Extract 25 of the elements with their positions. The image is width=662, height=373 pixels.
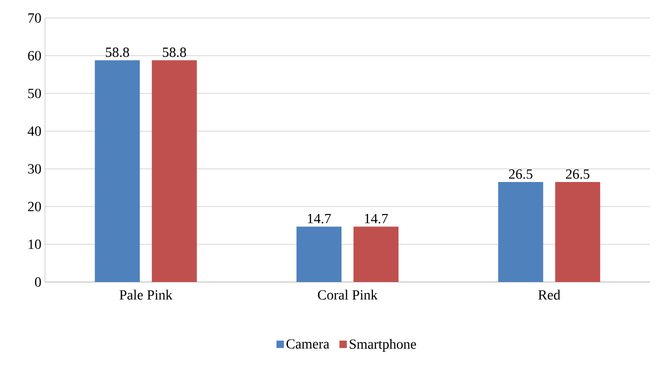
data-label: 14.7 — [364, 214, 388, 224]
data-label: 58.8 — [162, 48, 186, 58]
bar — [152, 60, 197, 282]
y-tick-label: 0 — [35, 277, 41, 287]
bar — [354, 226, 398, 282]
x-tick-label: Coral Pink — [318, 290, 378, 300]
y-tick-label: 60 — [28, 50, 41, 60]
y-tick-label: 20 — [28, 202, 41, 212]
bar — [498, 182, 544, 282]
y-tick-label: 50 — [28, 88, 41, 98]
legend-label: Camera — [286, 339, 330, 349]
y-tick-label: 30 — [28, 164, 41, 174]
bar — [296, 226, 342, 282]
y-tick-label: 40 — [28, 126, 41, 136]
data-label: 14.7 — [308, 214, 331, 224]
data-label: 58.8 — [106, 48, 130, 58]
x-tick-label: Pale Pink — [120, 290, 172, 300]
y-tick-label: 70 — [28, 13, 41, 23]
data-label: 26.5 — [509, 169, 532, 179]
bar — [555, 182, 600, 282]
y-tick-label: 10 — [28, 240, 41, 250]
data-label: 26.5 — [566, 169, 590, 179]
x-tick-label: Red — [538, 290, 560, 300]
bar — [94, 60, 140, 282]
legend-label: Smartphone — [350, 338, 416, 352]
